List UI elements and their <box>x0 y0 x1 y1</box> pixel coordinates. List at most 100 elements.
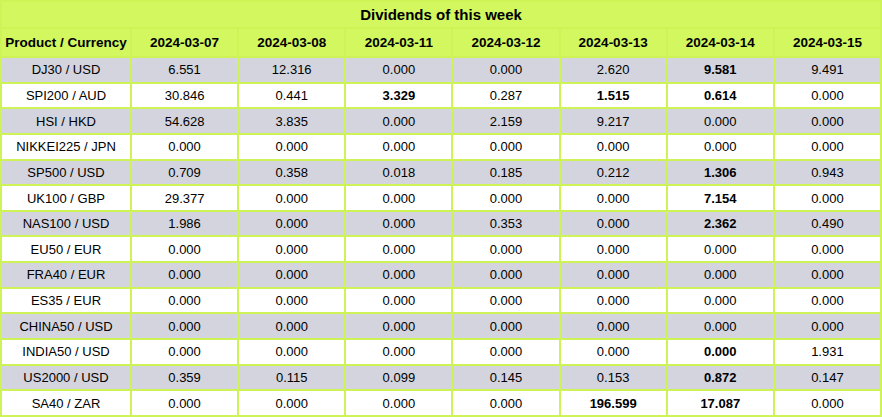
product-cell: DJ30 / USD <box>1 57 131 83</box>
value-cell: 3.329 <box>345 83 452 109</box>
value-cell: 3.835 <box>238 108 345 134</box>
value-cell: 0.000 <box>238 339 345 365</box>
product-cell: NAS100 / USD <box>1 211 131 237</box>
table-row: DJ30 / USD6.55112.3160.0000.0002.6209.58… <box>1 57 881 83</box>
value-cell: 0.000 <box>667 313 774 339</box>
value-cell: 1.306 <box>667 160 774 186</box>
value-cell: 0.000 <box>560 134 667 160</box>
value-cell: 0.000 <box>238 262 345 288</box>
value-cell: 9.217 <box>560 108 667 134</box>
value-cell: 0.000 <box>560 288 667 314</box>
value-cell: 0.000 <box>774 313 881 339</box>
value-cell: 0.000 <box>238 134 345 160</box>
value-cell: 30.846 <box>131 83 238 109</box>
product-cell: SA40 / ZAR <box>1 390 131 416</box>
value-cell: 0.287 <box>452 83 559 109</box>
value-cell: 0.000 <box>345 339 452 365</box>
product-cell: UK100 / GBP <box>1 185 131 211</box>
column-header-date-5: 2024-03-13 <box>560 28 667 57</box>
value-cell: 0.359 <box>131 365 238 391</box>
value-cell: 0.000 <box>345 134 452 160</box>
table-row: HSI / HKD54.6283.8350.0002.1599.2170.000… <box>1 108 881 134</box>
value-cell: 0.709 <box>131 160 238 186</box>
table-row: INDIA50 / USD0.0000.0000.0000.0000.0000.… <box>1 339 881 365</box>
value-cell: 0.115 <box>238 365 345 391</box>
value-cell: 0.000 <box>452 390 559 416</box>
column-header-date-7: 2024-03-15 <box>774 28 881 57</box>
value-cell: 0.490 <box>774 211 881 237</box>
value-cell: 0.441 <box>238 83 345 109</box>
column-header-date-2: 2024-03-08 <box>238 28 345 57</box>
table-row: NIKKEI225 / JPN0.0000.0000.0000.0000.000… <box>1 134 881 160</box>
value-cell: 0.000 <box>131 339 238 365</box>
product-cell: CHINA50 / USD <box>1 313 131 339</box>
value-cell: 0.000 <box>131 262 238 288</box>
value-cell: 0.000 <box>452 57 559 83</box>
product-cell: NIKKEI225 / JPN <box>1 134 131 160</box>
value-cell: 196.599 <box>560 390 667 416</box>
value-cell: 0.000 <box>131 134 238 160</box>
value-cell: 7.154 <box>667 185 774 211</box>
value-cell: 0.000 <box>452 262 559 288</box>
value-cell: 0.353 <box>452 211 559 237</box>
table-row: FRA40 / EUR0.0000.0000.0000.0000.0000.00… <box>1 262 881 288</box>
value-cell: 0.000 <box>667 339 774 365</box>
value-cell: 1.515 <box>560 83 667 109</box>
value-cell: 6.551 <box>131 57 238 83</box>
product-cell: EU50 / EUR <box>1 236 131 262</box>
value-cell: 0.000 <box>452 339 559 365</box>
value-cell: 0.000 <box>345 313 452 339</box>
value-cell: 0.614 <box>667 83 774 109</box>
value-cell: 2.159 <box>452 108 559 134</box>
product-cell: INDIA50 / USD <box>1 339 131 365</box>
value-cell: 0.018 <box>345 160 452 186</box>
value-cell: 0.000 <box>560 339 667 365</box>
value-cell: 0.000 <box>238 211 345 237</box>
value-cell: 0.000 <box>345 211 452 237</box>
value-cell: 9.491 <box>774 57 881 83</box>
value-cell: 0.000 <box>560 313 667 339</box>
value-cell: 0.000 <box>667 134 774 160</box>
table-row: SP500 / USD0.7090.3580.0180.1850.2121.30… <box>1 160 881 186</box>
value-cell: 0.000 <box>452 185 559 211</box>
value-cell: 2.362 <box>667 211 774 237</box>
column-header-date-3: 2024-03-11 <box>345 28 452 57</box>
table-row: UK100 / GBP29.3770.0000.0000.0000.0007.1… <box>1 185 881 211</box>
value-cell: 0.000 <box>345 236 452 262</box>
value-cell: 0.000 <box>131 390 238 416</box>
value-cell: 0.000 <box>452 313 559 339</box>
value-cell: 0.000 <box>345 288 452 314</box>
table-row: SPI200 / AUD30.8460.4413.3290.2871.5150.… <box>1 83 881 109</box>
product-cell: SPI200 / AUD <box>1 83 131 109</box>
value-cell: 0.000 <box>238 390 345 416</box>
value-cell: 0.000 <box>774 262 881 288</box>
table-row: ES35 / EUR0.0000.0000.0000.0000.0000.000… <box>1 288 881 314</box>
value-cell: 0.145 <box>452 365 559 391</box>
value-cell: 0.000 <box>238 236 345 262</box>
value-cell: 0.000 <box>452 134 559 160</box>
column-header-product-currency: Product / Currency <box>1 28 131 57</box>
header-row: Product / Currency 2024-03-07 2024-03-08… <box>1 28 881 57</box>
page-title: Dividends of this week <box>1 1 881 28</box>
value-cell: 12.316 <box>238 57 345 83</box>
value-cell: 0.000 <box>667 108 774 134</box>
value-cell: 0.000 <box>560 211 667 237</box>
value-cell: 1.931 <box>774 339 881 365</box>
value-cell: 0.000 <box>452 288 559 314</box>
value-cell: 0.000 <box>560 236 667 262</box>
title-row: Dividends of this week <box>1 1 881 28</box>
product-cell: US2000 / USD <box>1 365 131 391</box>
table-row: CHINA50 / USD0.0000.0000.0000.0000.0000.… <box>1 313 881 339</box>
product-cell: HSI / HKD <box>1 108 131 134</box>
value-cell: 0.000 <box>131 288 238 314</box>
value-cell: 0.943 <box>774 160 881 186</box>
column-header-date-6: 2024-03-14 <box>667 28 774 57</box>
value-cell: 0.000 <box>774 236 881 262</box>
value-cell: 0.099 <box>345 365 452 391</box>
product-cell: SP500 / USD <box>1 160 131 186</box>
value-cell: 0.212 <box>560 160 667 186</box>
value-cell: 2.620 <box>560 57 667 83</box>
value-cell: 0.147 <box>774 365 881 391</box>
value-cell: 0.000 <box>774 185 881 211</box>
value-cell: 0.000 <box>345 262 452 288</box>
